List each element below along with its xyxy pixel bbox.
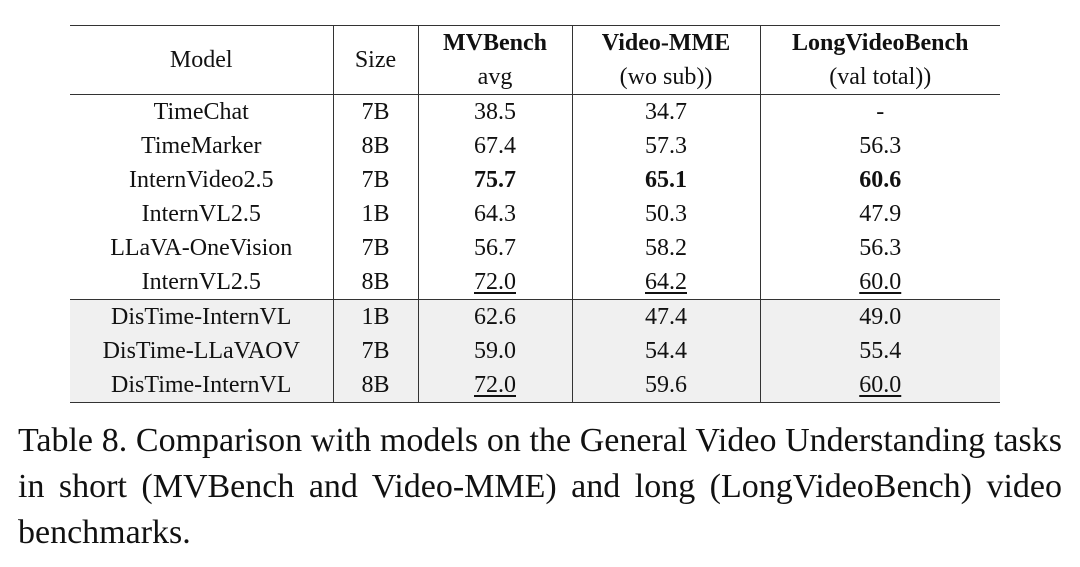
table-cell: 62.6: [418, 299, 573, 334]
table-row: TimeChat 7B 38.5 34.7 -: [70, 94, 1000, 129]
table-cell: DisTime-InternVL: [70, 299, 334, 334]
column-header: MVBench: [418, 25, 573, 60]
table-cell: 64.3: [418, 197, 573, 231]
table-cell: LLaVA-OneVision: [70, 231, 334, 265]
table-row: DisTime-InternVL 8B 72.0 59.6 60.0: [70, 368, 1000, 403]
table-row: InternVL2.5 1B 64.3 50.3 47.9: [70, 197, 1000, 231]
table-row: InternVideo2.5 7B 75.7 65.1 60.6: [70, 163, 1000, 197]
table-row: InternVL2.5 8B 72.0 64.2 60.0: [70, 265, 1000, 300]
table-cell: 56.3: [859, 133, 902, 159]
column-subheader: avg: [418, 60, 573, 95]
table-cell: 59.0: [418, 334, 573, 368]
table-cell: 65.1: [572, 163, 761, 197]
table-cell: 34.7: [572, 94, 761, 129]
table-row: LLaVA-OneVision 7B 56.7 58.2 56.3: [70, 231, 1000, 265]
underlined-value: 60.0: [859, 372, 902, 398]
table-cell: 56.7: [418, 231, 573, 265]
table-header: Model Size MVBench Video-MME LongVideoBe…: [70, 25, 1000, 95]
underlined-value: 72.0: [474, 372, 516, 398]
table-cell: DisTime-InternVL: [70, 368, 334, 403]
table-cell: 54.4: [572, 334, 761, 368]
table-body: TimeChat 7B 38.5 34.7- TimeMarker 8B 67.4 57.3 5…: [70, 94, 1000, 403]
table-cell: 8B: [333, 129, 419, 163]
table-cell: 55.4: [760, 334, 1000, 368]
table-cell: 7B: [333, 334, 419, 368]
table-cell: 72.0: [418, 368, 573, 403]
underlined-value: 60.0: [859, 269, 902, 295]
table-cell: DisTime-LLaVAOV: [70, 334, 334, 368]
table-cell: InternVL2.5: [70, 197, 334, 231]
table-cell: TimeMarker: [70, 129, 334, 163]
column-header: Model: [70, 25, 334, 95]
table-cell: 1B: [333, 197, 419, 231]
underlined-value: 64.2: [645, 269, 687, 295]
table-cell: 56.3: [859, 235, 902, 261]
column-header: LongVideoBench: [792, 30, 969, 56]
table-cell: -: [876, 99, 885, 125]
table-cell: 47.9: [859, 201, 902, 227]
column-subheader: (wo sub)): [572, 60, 761, 95]
table-cell: 49.0: [760, 299, 1000, 334]
table-cell: 38.5: [418, 94, 573, 129]
table-cell: 57.3: [572, 129, 761, 163]
table-row: TimeMarker 8B 67.4 57.3 56.3: [70, 129, 1000, 163]
table-cell: 7B: [333, 231, 419, 265]
table-cell: 75.7: [418, 163, 573, 197]
table-cell: 60.0: [760, 368, 1000, 403]
table-cell: 72.0: [418, 265, 573, 300]
column-header: Video-MME: [572, 25, 761, 60]
table-row: DisTime-LLaVAOV 7B 59.0 54.4 55.4: [70, 334, 1000, 368]
column-subheader: (val total)): [829, 64, 932, 90]
table-cell: 47.4: [572, 299, 761, 334]
table-cell: 58.2: [572, 231, 761, 265]
table-cell: 59.6: [572, 368, 761, 403]
table-cell: 1B: [333, 299, 419, 334]
caption: Table 8. Comparison with models on the G…: [18, 422, 1062, 551]
table-row: DisTime-InternVL 1B 62.6 47.4 49.0: [70, 299, 1000, 334]
table-cell: 7B: [333, 163, 419, 197]
column-header: Size: [333, 25, 419, 95]
table-cell: 60.6: [859, 167, 902, 193]
table-cell: TimeChat: [70, 94, 334, 129]
table-cell: 8B: [333, 265, 419, 300]
table-cell: InternVideo2.5: [70, 163, 334, 197]
table-cell: 64.2: [572, 265, 761, 300]
underlined-value: 72.0: [474, 269, 516, 295]
table-cell: 60.0: [760, 265, 1000, 300]
table-cell: 50.3: [572, 197, 761, 231]
table-cell: 7B: [333, 94, 419, 129]
table-cell: InternVL2.5: [70, 265, 334, 300]
results-table: Model Size MVBench Video-MME LongVideoBe…: [70, 25, 1000, 403]
table-cell: 8B: [333, 368, 419, 403]
table-cell: 67.4: [418, 129, 573, 163]
